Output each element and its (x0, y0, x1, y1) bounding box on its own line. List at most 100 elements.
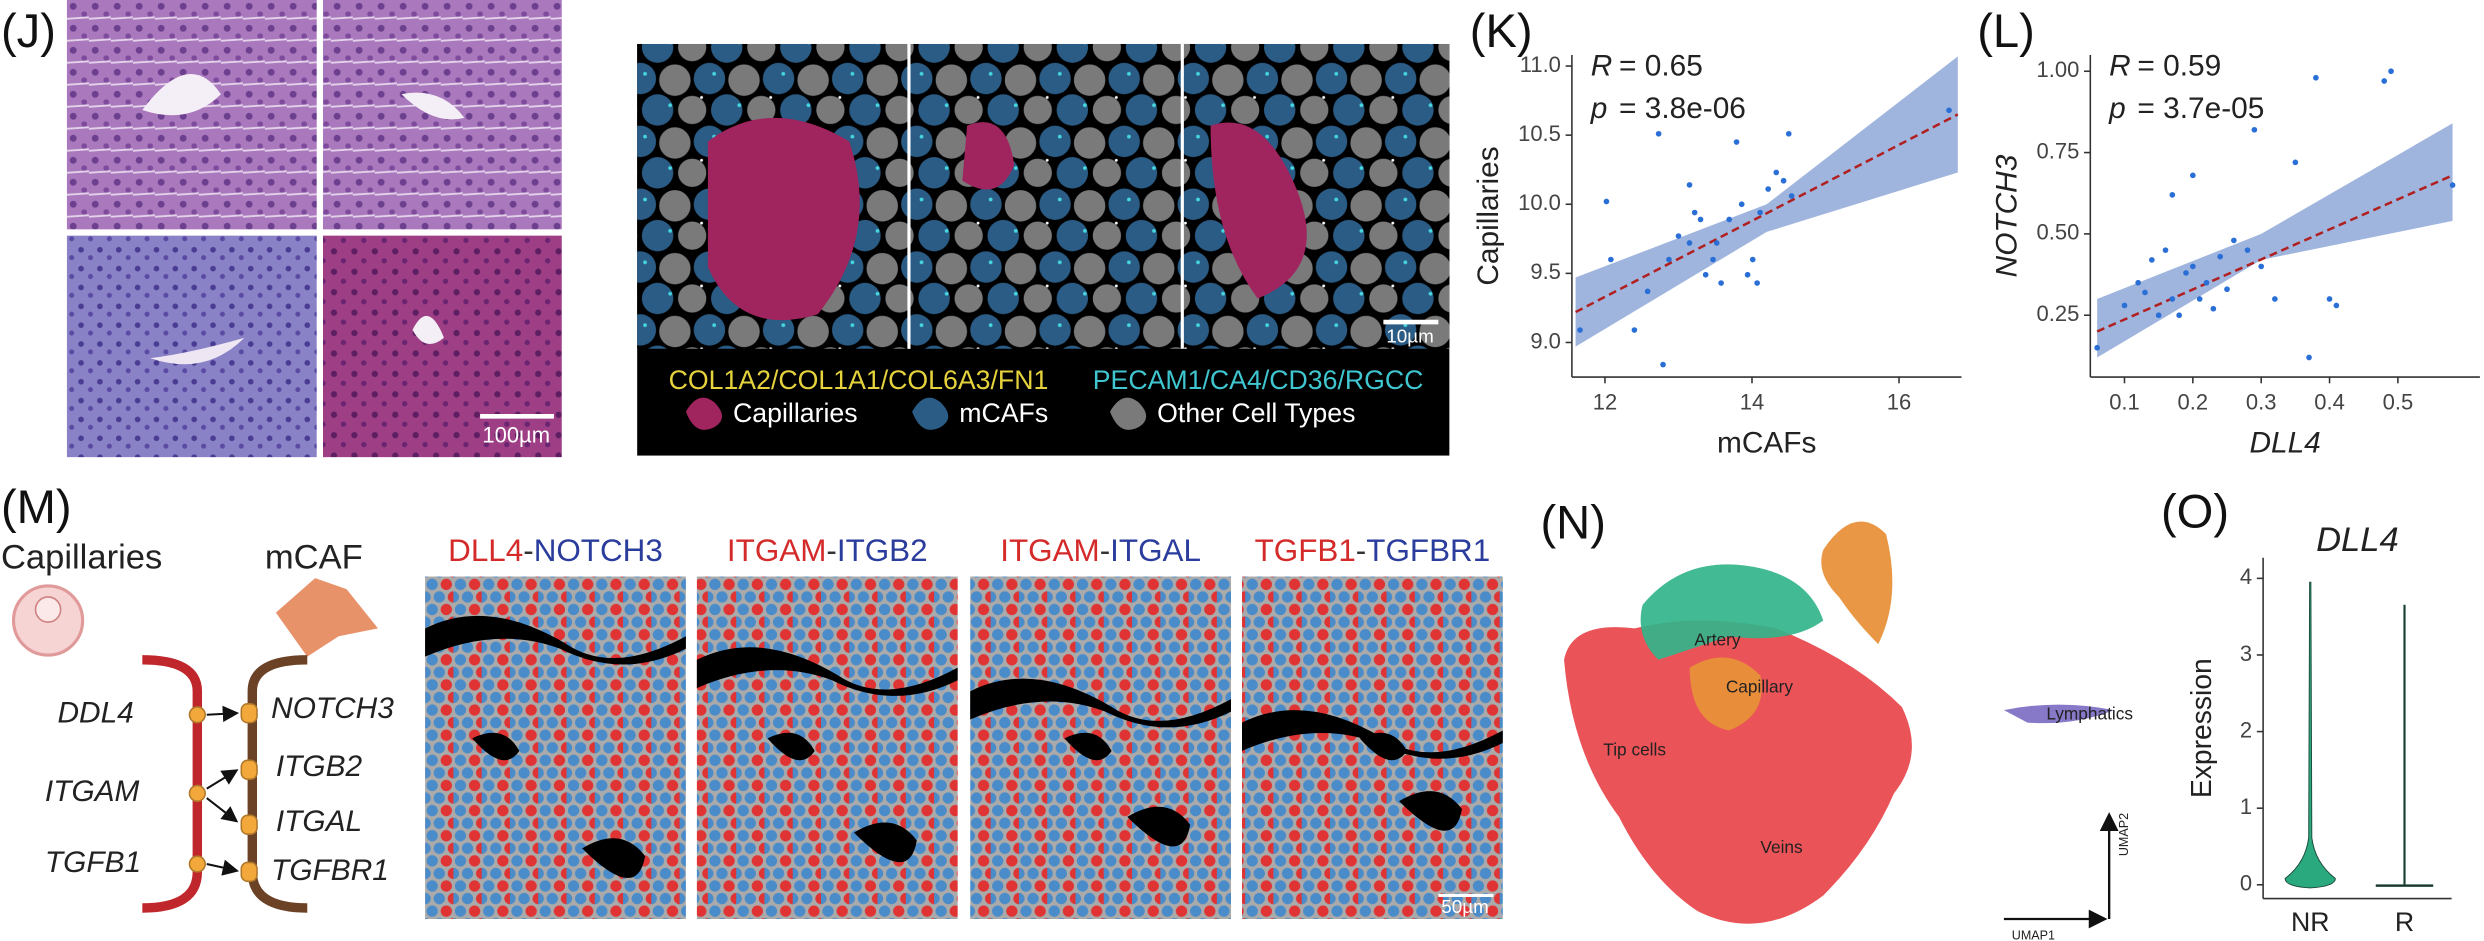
y-axis-label: Expression (2185, 658, 2217, 798)
cluster-label: Capillary (1726, 677, 1794, 697)
cluster-label: Artery (1694, 630, 1740, 650)
point (2450, 182, 2456, 188)
y-tick-label: 1 (2240, 794, 2252, 819)
point (2252, 127, 2258, 133)
receptor-label: NOTCH3 (271, 692, 394, 725)
figure: (J) 100µm 10µm COL1A2/COL1A1/COL6A3/FN1 … (0, 0, 2484, 941)
x-tick-label: 12 (1593, 390, 1617, 415)
panel-label: (N) (1540, 496, 1605, 549)
x-tick-label: 0.3 (2246, 390, 2277, 415)
point (2122, 303, 2128, 309)
point (2245, 247, 2251, 253)
point (1718, 280, 1724, 286)
x-tick-label: R (2395, 907, 2414, 937)
cluster-label: Lymphatics (2046, 703, 2133, 723)
point (1726, 217, 1732, 223)
separator: - (826, 533, 836, 568)
point (1765, 186, 1771, 192)
point (1754, 280, 1760, 286)
y-tick-label: 2 (2240, 717, 2252, 742)
y-tick-label: 9.0 (1530, 328, 1561, 353)
x-tick-label: 0.4 (2314, 390, 2345, 415)
scale-bar-label: 10µm (1386, 326, 1434, 347)
point (2258, 264, 2264, 270)
axis-label: UMAP2 (2117, 813, 2131, 856)
ligand-label: ITGAM (45, 775, 140, 808)
receptor: TGFBR1 (1366, 533, 1490, 568)
point (1781, 178, 1787, 184)
point (2217, 254, 2223, 260)
point (1666, 257, 1672, 263)
map-title: ITGAM-ITGAL (1000, 533, 1201, 568)
point (2306, 355, 2312, 361)
stat-text: = 3.8e-06 (1619, 92, 1746, 125)
cluster-label: Veins (1760, 837, 1803, 857)
panel-label: (M) (1, 480, 72, 533)
ligand: ITGAM (1000, 533, 1099, 568)
point (1946, 107, 1952, 113)
scale-bar-label: 100µm (482, 423, 550, 448)
stat-text: = 3.7e-05 (2137, 92, 2264, 125)
receptor-label: TGFBR1 (271, 854, 389, 887)
point (1608, 257, 1614, 263)
ligand: DLL4 (448, 533, 523, 568)
stat-text: = 0.59 (2137, 49, 2221, 82)
point (1692, 210, 1698, 216)
point (1789, 193, 1795, 199)
map-title: DLL4-NOTCH3 (448, 533, 663, 568)
point (2388, 68, 2394, 74)
point (2094, 345, 2100, 351)
point (2149, 257, 2155, 263)
point (2204, 280, 2210, 286)
point (1745, 272, 1751, 278)
receptor: NOTCH3 (534, 533, 663, 568)
point (1714, 240, 1720, 246)
x-tick-label: 0.1 (2109, 390, 2140, 415)
point (1757, 210, 1763, 216)
point (2327, 296, 2333, 302)
cell-type-label: Other Cell Types (1157, 398, 1355, 428)
point (2190, 264, 2196, 270)
ligand: ITGAM (727, 533, 826, 568)
point (2272, 296, 2278, 302)
confidence-band (2097, 123, 2452, 357)
point (2211, 306, 2217, 312)
panel-label: (O) (2161, 485, 2229, 538)
point (1750, 257, 1756, 263)
point (1710, 257, 1716, 263)
point (2293, 160, 2299, 166)
point (2231, 238, 2237, 244)
point (2334, 303, 2340, 309)
x-tick-label: NR (2291, 907, 2330, 937)
x-tick-label: 14 (1740, 390, 1764, 415)
point (1786, 131, 1792, 137)
point (1604, 199, 1610, 205)
stat-symbol: p (1590, 92, 1608, 125)
point (1645, 289, 1651, 295)
x-tick-label: 16 (1887, 390, 1911, 415)
receptor-label: ITGB2 (276, 750, 363, 783)
point (2183, 270, 2189, 276)
ligand: TGFB1 (1255, 533, 1356, 568)
group-title: Capillaries (1, 538, 162, 576)
y-tick-label: 11.0 (1520, 52, 1561, 77)
violin (2285, 582, 2335, 888)
gene-set-label: COL1A2/COL1A1/COL6A3/FN1 (669, 365, 1049, 395)
point (1577, 327, 1583, 333)
y-tick-label: 1.00 (2037, 57, 2080, 82)
cell-type-label: Capillaries (733, 398, 858, 428)
x-tick-label: 0.5 (2383, 390, 2414, 415)
violin (2376, 605, 2433, 886)
point (2170, 296, 2176, 302)
point (2224, 286, 2230, 292)
separator: - (523, 533, 533, 568)
scale-bar-label: 50µm (1441, 896, 1489, 917)
gene-set-label: PECAM1/CA4/CD36/RGCC (1093, 365, 1424, 395)
stat-symbol: p (2108, 92, 2126, 125)
point (2142, 290, 2148, 296)
panel-label: (K) (1470, 4, 1533, 57)
umap-plot (1564, 522, 2114, 924)
y-tick-label: 0.75 (2037, 138, 2080, 163)
panel-label: (L) (1977, 4, 2035, 57)
